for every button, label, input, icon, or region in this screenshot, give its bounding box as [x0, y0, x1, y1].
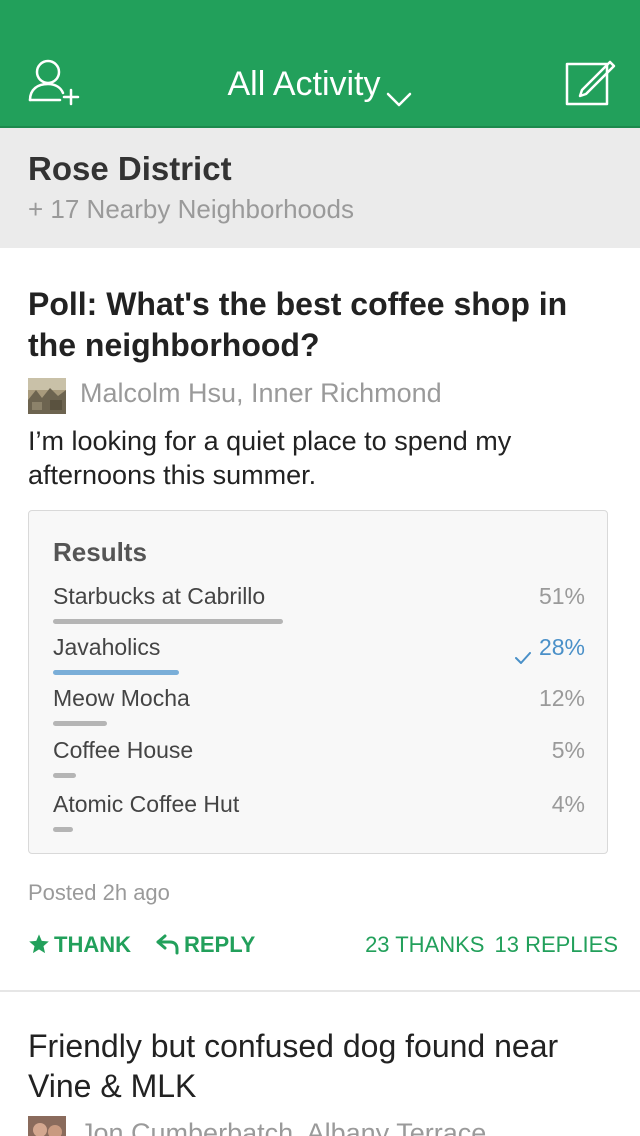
post-body: I’m looking for a quiet place to spend m…	[28, 426, 512, 490]
poll-option-label: Starbucks at Cabrillo	[53, 583, 266, 609]
poll-option-label: Javaholics	[53, 634, 161, 660]
poll-option-percent-value: 28%	[538, 634, 585, 660]
poll-option[interactable]: Coffee House 5%	[53, 737, 585, 778]
nearby-neighborhoods: + 17 Nearby Neighborhoods	[28, 194, 354, 224]
checkmark-icon	[514, 643, 531, 664]
top-nav-bar: All Activity	[0, 0, 640, 128]
star-icon	[29, 934, 49, 954]
compose-icon[interactable]	[564, 58, 616, 108]
poll-option[interactable]: Starbucks at Cabrillo 51%	[53, 583, 585, 624]
post-divider	[0, 990, 640, 992]
activity-filter-dropdown[interactable]: All Activity	[0, 62, 640, 107]
poll-option-bar	[53, 670, 179, 675]
post-actions: THANK REPLY 23 THANKS 13 REPLIES	[28, 932, 618, 962]
poll-option-label: Coffee House	[53, 737, 194, 763]
poll-option-percent: 12%	[538, 685, 585, 711]
poll-option-label: Atomic Coffee Hut	[53, 791, 240, 817]
poll-option-percent: 4%	[551, 791, 585, 817]
post-author: Jon Cumberbatch, Albany Terrace	[80, 1118, 487, 1136]
poll-option-selected[interactable]: Javaholics 28%	[53, 634, 585, 675]
neighborhood-selector[interactable]: Rose District + 17 Nearby Neighborhoods	[0, 128, 640, 248]
post-title[interactable]: Poll: What's the best coffee shop in the…	[28, 286, 568, 363]
poll-option-bar	[53, 773, 76, 778]
poll-results: Results Starbucks at Cabrillo 51% Javaho…	[28, 510, 608, 854]
reply-button[interactable]: REPLY	[156, 932, 255, 958]
avatar	[28, 378, 66, 414]
chevron-down-icon	[385, 76, 413, 107]
reply-icon	[156, 934, 179, 955]
poll-results-heading: Results	[53, 537, 147, 567]
poll-option-bar	[53, 619, 283, 624]
thanks-count[interactable]: 23 THANKS	[365, 932, 485, 957]
add-user-icon[interactable]	[26, 56, 84, 108]
post-author: Malcolm Hsu, Inner Richmond	[80, 378, 442, 408]
poll-option-percent: 28%	[514, 634, 585, 664]
activity-filter-label: All Activity	[227, 65, 381, 103]
thank-label: THANK	[54, 932, 131, 957]
replies-count[interactable]: 13 REPLIES	[494, 932, 618, 957]
post-timestamp: Posted 2h ago	[28, 880, 170, 905]
poll-option-percent: 51%	[538, 583, 585, 609]
poll-option-label: Meow Mocha	[53, 685, 190, 711]
poll-option-bar	[53, 827, 73, 832]
avatar	[28, 1116, 66, 1136]
poll-option[interactable]: Atomic Coffee Hut 4%	[53, 791, 585, 832]
reply-label: REPLY	[184, 932, 256, 957]
poll-option-bar	[53, 721, 107, 726]
poll-option[interactable]: Meow Mocha 12%	[53, 685, 585, 726]
post-counts: 23 THANKS 13 REPLIES	[355, 932, 618, 958]
poll-option-percent: 5%	[551, 737, 585, 763]
post-title[interactable]: Friendly but confused dog found near Vin…	[28, 1028, 559, 1104]
neighborhood-name: Rose District	[28, 150, 232, 187]
thank-button[interactable]: THANK	[28, 932, 131, 958]
